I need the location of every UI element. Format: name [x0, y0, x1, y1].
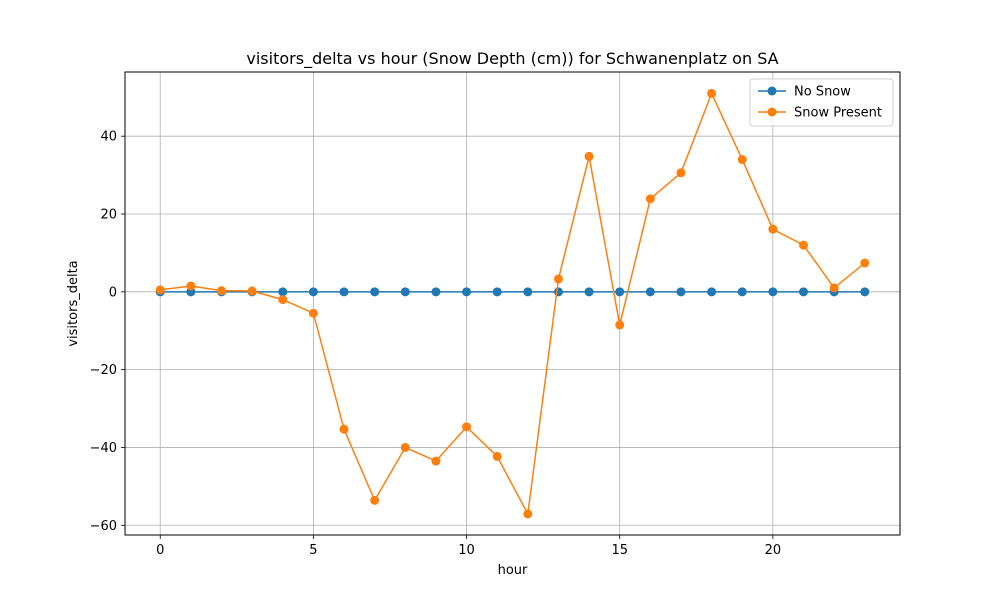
legend: No Snow Snow Present — [749, 78, 894, 127]
x-tick-label: 10 — [458, 543, 475, 558]
data-point — [645, 287, 655, 297]
x-axis-label: hour — [498, 563, 528, 578]
data-point — [492, 451, 502, 461]
series-1 — [155, 287, 870, 297]
legend-marker — [767, 86, 777, 96]
data-point — [247, 286, 257, 296]
data-point — [584, 151, 594, 161]
x-tick-label: 15 — [611, 543, 628, 558]
data-point — [799, 287, 809, 297]
data-point — [829, 283, 839, 293]
y-tick-label: 40 — [100, 130, 117, 145]
y-tick-label: −20 — [90, 363, 117, 378]
data-point — [308, 287, 318, 297]
data-point — [553, 287, 563, 297]
chart-title: visitors_delta vs hour (Snow Depth (cm))… — [246, 49, 778, 69]
data-point — [462, 422, 472, 432]
data-point — [400, 287, 410, 297]
y-tick-label: 0 — [109, 285, 117, 300]
data-point — [737, 287, 747, 297]
data-point — [860, 258, 870, 268]
data-point — [400, 442, 410, 452]
y-tick-label: 20 — [100, 208, 117, 223]
data-point — [308, 308, 318, 318]
data-point — [339, 287, 349, 297]
data-point — [737, 155, 747, 165]
data-point — [645, 194, 655, 204]
data-point — [278, 287, 288, 297]
data-point — [370, 287, 380, 297]
legend-entry: Snow Present — [794, 106, 882, 121]
series-2 — [155, 88, 870, 519]
data-point — [768, 287, 778, 297]
grid-lines — [125, 72, 900, 535]
data-point — [462, 287, 472, 297]
x-tick-label: 5 — [309, 543, 317, 558]
data-point — [523, 287, 533, 297]
x-tick-label: 20 — [765, 543, 782, 558]
series-layer — [155, 88, 870, 519]
data-point — [278, 295, 288, 305]
data-point — [799, 240, 809, 250]
data-point — [584, 287, 594, 297]
series-line — [160, 92, 866, 515]
data-point — [676, 287, 686, 297]
data-point — [553, 274, 563, 284]
x-tick-label: 0 — [156, 543, 164, 558]
data-point — [523, 509, 533, 519]
y-axis-label: visitors_delta — [66, 260, 81, 346]
data-point — [707, 88, 717, 98]
y-tick-label: −60 — [90, 519, 117, 534]
data-point — [676, 168, 686, 178]
data-point — [707, 287, 717, 297]
data-point — [615, 287, 625, 297]
data-point — [860, 287, 870, 297]
plot-frame — [124, 71, 901, 536]
axis-ticks: 0 5 10 15 20 −60 −40 −20 0 20 40 — [90, 130, 782, 558]
data-point — [768, 224, 778, 234]
data-point — [339, 424, 349, 434]
data-point — [186, 281, 196, 291]
legend-marker — [767, 107, 777, 117]
data-point — [155, 285, 165, 295]
data-point — [370, 495, 380, 505]
data-point — [431, 287, 441, 297]
data-point — [615, 320, 625, 330]
y-tick-label: −40 — [90, 441, 117, 456]
data-point — [431, 456, 441, 466]
data-point — [492, 287, 502, 297]
legend-entry: No Snow — [794, 85, 851, 100]
data-point — [216, 286, 226, 296]
